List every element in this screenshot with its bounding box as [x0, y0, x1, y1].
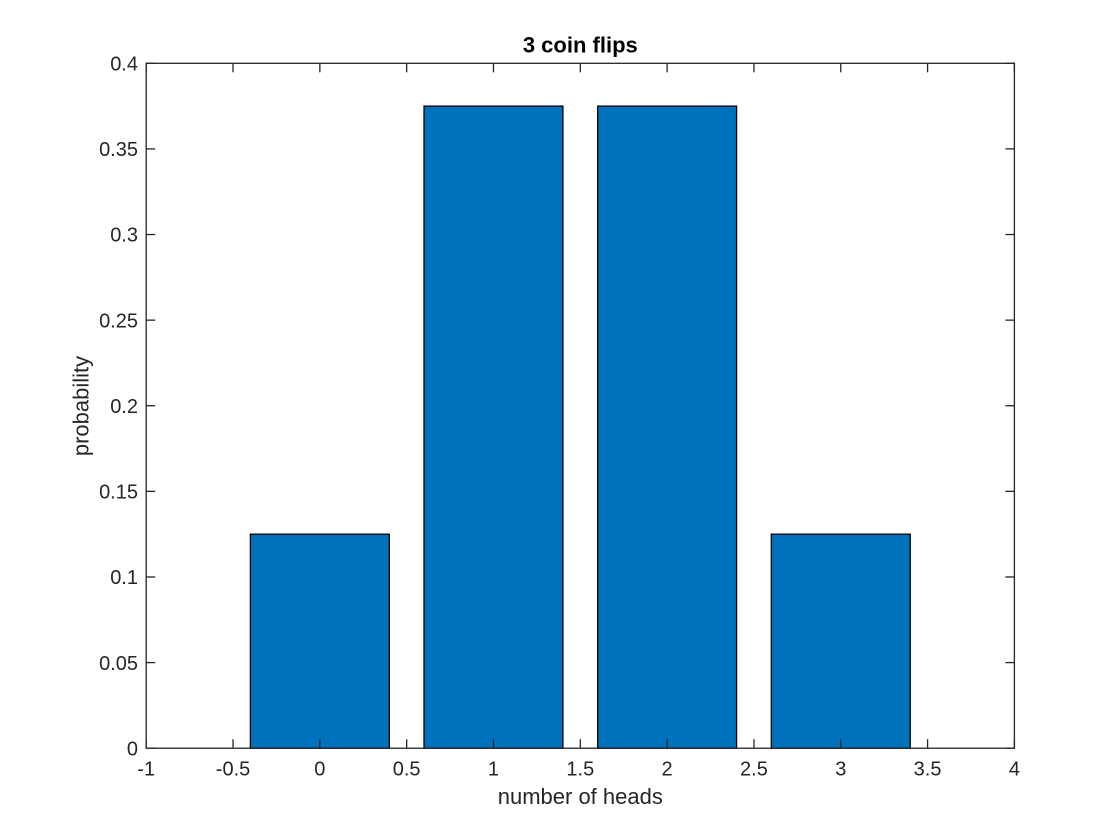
svg-text:1.5: 1.5 [566, 759, 594, 781]
svg-text:3 coin flips: 3 coin flips [523, 33, 638, 58]
svg-text:0: 0 [127, 738, 138, 760]
svg-text:2: 2 [662, 759, 673, 781]
svg-text:-1: -1 [137, 759, 155, 781]
svg-text:1: 1 [488, 759, 499, 781]
svg-text:0.25: 0.25 [99, 310, 138, 332]
svg-text:0.05: 0.05 [99, 653, 138, 675]
svg-text:0.5: 0.5 [393, 759, 421, 781]
svg-text:0.4: 0.4 [110, 54, 138, 76]
svg-text:4: 4 [1009, 759, 1020, 781]
svg-text:3: 3 [835, 759, 846, 781]
svg-text:0.15: 0.15 [99, 482, 138, 504]
svg-text:0.1: 0.1 [110, 567, 138, 589]
svg-text:number of heads: number of heads [498, 784, 663, 809]
svg-text:-0.5: -0.5 [216, 759, 250, 781]
svg-text:probability: probability [69, 356, 94, 456]
svg-text:0.3: 0.3 [110, 225, 138, 247]
svg-text:2.5: 2.5 [740, 759, 768, 781]
svg-text:0.35: 0.35 [99, 139, 138, 161]
svg-text:0.2: 0.2 [110, 396, 138, 418]
svg-text:3.5: 3.5 [914, 759, 942, 781]
svg-text:0: 0 [314, 759, 325, 781]
